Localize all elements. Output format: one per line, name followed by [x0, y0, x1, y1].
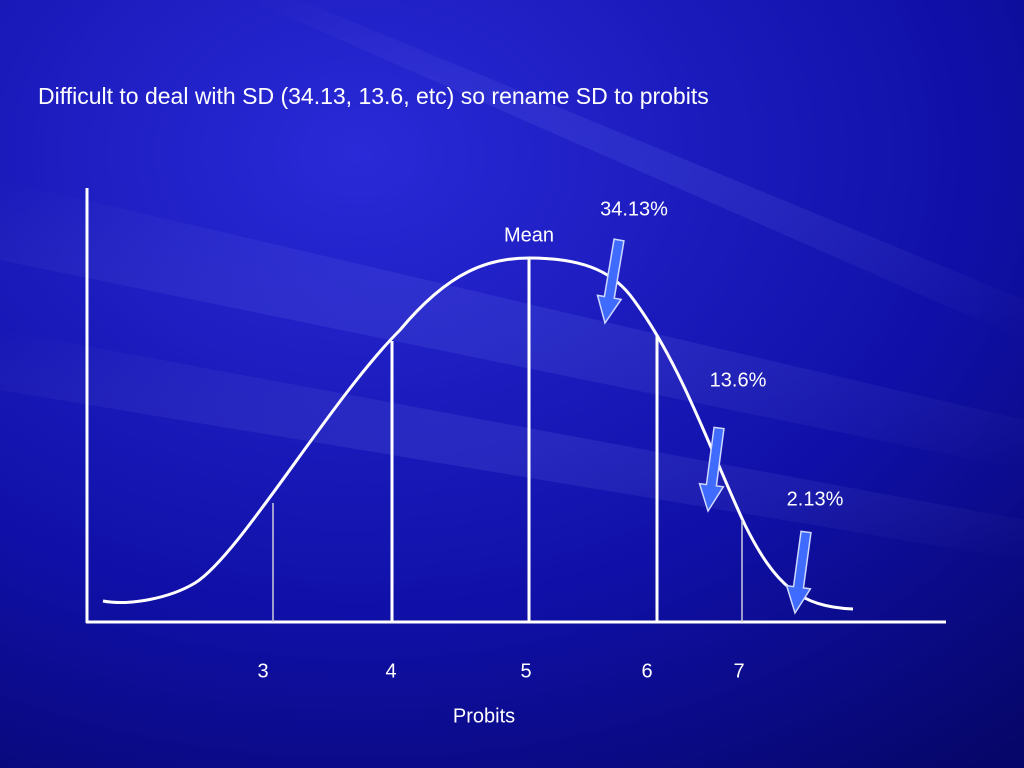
x-label: 7	[733, 660, 744, 682]
arrow	[698, 426, 725, 513]
annotation: 2.13%	[787, 488, 844, 510]
arrows	[596, 238, 812, 615]
x-label: 3	[257, 660, 268, 682]
background-streaks	[0, 0, 1024, 560]
x-label: 4	[385, 660, 396, 682]
title: Difficult to deal with SD (34.13, 13.6, …	[38, 83, 709, 109]
arrow	[596, 238, 625, 325]
mean-label: Mean	[504, 224, 554, 246]
annotation: 13.6%	[710, 369, 767, 391]
annotation: 34.13%	[600, 198, 668, 220]
x-label: 5	[520, 660, 531, 682]
x-label: 6	[641, 660, 652, 682]
arrow	[785, 530, 812, 615]
x-axis-label: Probits	[453, 705, 515, 727]
